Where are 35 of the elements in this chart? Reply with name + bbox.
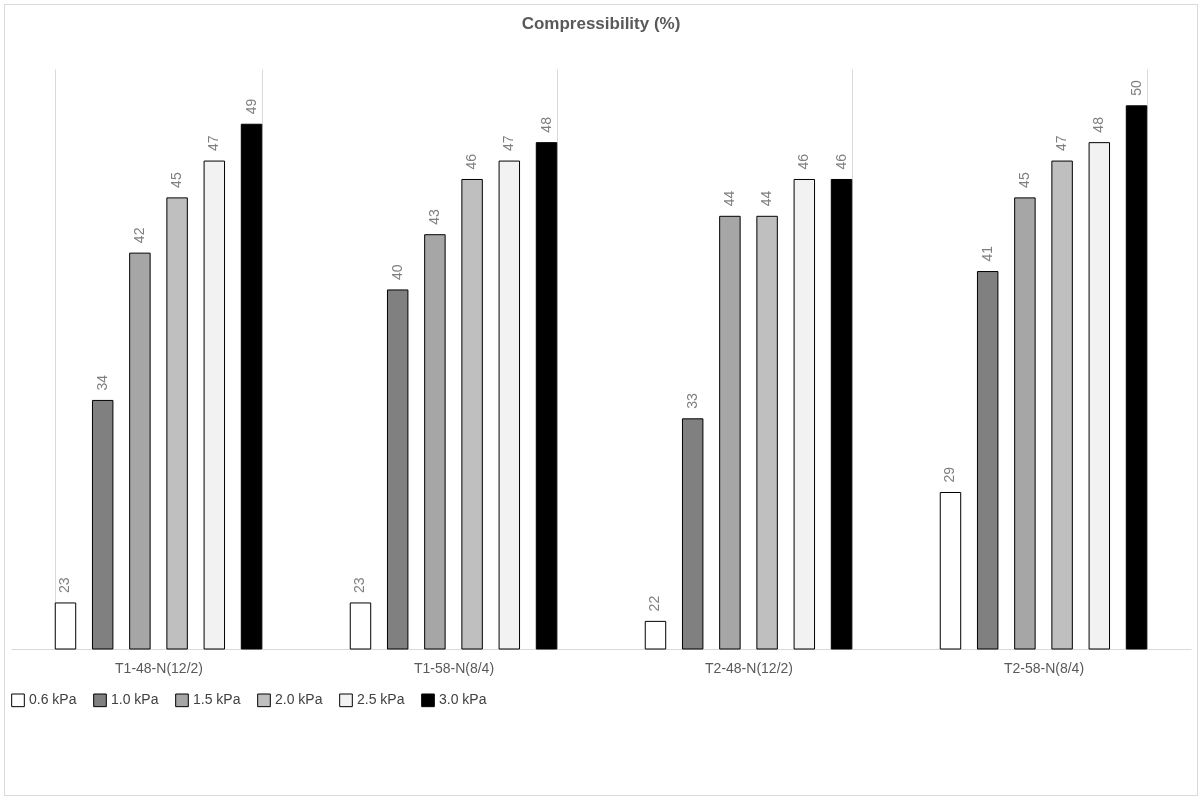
data-label: 43 bbox=[425, 208, 442, 225]
data-label: 29 bbox=[941, 466, 958, 483]
data-label: 48 bbox=[1090, 116, 1107, 133]
data-label: 23 bbox=[351, 577, 368, 593]
legend-label: 2.5 kPa bbox=[357, 691, 405, 708]
data-label: 48 bbox=[537, 116, 554, 133]
x-tick-label: T1-58-N(8/4) bbox=[413, 659, 495, 676]
data-label: 49 bbox=[242, 98, 259, 115]
data-label: 34 bbox=[93, 374, 110, 391]
data-label: 41 bbox=[978, 245, 995, 262]
data-label: 50 bbox=[1127, 80, 1144, 96]
legend-label: 1.0 kPa bbox=[111, 691, 159, 708]
data-label: 33 bbox=[683, 393, 700, 409]
x-tick-label: T2-48-N(12/2) bbox=[705, 659, 793, 676]
data-label: 45 bbox=[168, 172, 185, 188]
data-label: 46 bbox=[832, 153, 849, 170]
chart-title: Compressibility (%) bbox=[521, 14, 681, 33]
legend-label: 0.6 kPa bbox=[29, 691, 77, 708]
data-label: 47 bbox=[1053, 135, 1070, 152]
x-tick-label: T2-58-N(8/4) bbox=[1003, 659, 1085, 676]
legend-label: 1.5 kPa bbox=[193, 691, 241, 708]
x-tick-label: T1-48-N(12/2) bbox=[115, 659, 203, 676]
data-label: 47 bbox=[500, 135, 517, 152]
legend-label: 3.0 kPa bbox=[439, 691, 487, 708]
data-label: 46 bbox=[463, 153, 480, 170]
data-label: 44 bbox=[758, 190, 775, 207]
data-label: 42 bbox=[130, 227, 147, 244]
data-label: 23 bbox=[56, 577, 73, 593]
data-label: 47 bbox=[205, 135, 222, 152]
data-label: 45 bbox=[1015, 172, 1032, 188]
data-label: 22 bbox=[646, 595, 663, 612]
data-label: 44 bbox=[720, 190, 737, 207]
legend-label: 2.0 kPa bbox=[275, 691, 323, 708]
data-label: 40 bbox=[388, 264, 405, 280]
data-label: 46 bbox=[795, 153, 812, 170]
